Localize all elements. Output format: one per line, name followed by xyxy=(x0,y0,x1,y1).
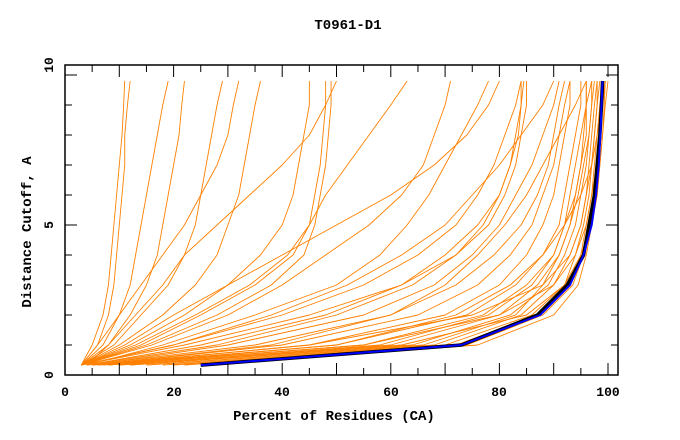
model-curve xyxy=(86,80,565,366)
x-tick-label: 0 xyxy=(61,385,69,400)
model-curve xyxy=(92,80,587,366)
curves-layer xyxy=(80,80,609,367)
model-curve xyxy=(97,81,582,366)
model-curve xyxy=(81,80,408,366)
model-curve xyxy=(173,80,604,366)
model-curve xyxy=(80,80,126,366)
x-tick-label: 40 xyxy=(274,385,290,400)
model-curve xyxy=(81,81,332,366)
model-curve xyxy=(130,80,609,366)
model-curve xyxy=(92,80,601,366)
model-curve xyxy=(81,80,451,366)
y-tick-label: 0 xyxy=(42,371,57,379)
x-tick-label: 80 xyxy=(491,385,507,400)
model-curve xyxy=(97,81,571,366)
x-axis-label: Percent of Residues (CA) xyxy=(233,409,435,425)
model-curve xyxy=(81,81,327,366)
model-curve xyxy=(81,80,500,366)
plot-frame xyxy=(64,64,619,376)
model-curve xyxy=(102,80,606,366)
x-tick-label: 60 xyxy=(383,385,399,400)
model-curve xyxy=(162,81,598,366)
chart-title: T0961-D1 xyxy=(314,18,381,34)
model-curve xyxy=(86,80,185,366)
highlight-curve xyxy=(200,80,604,367)
model-curve xyxy=(86,81,522,366)
ticks-layer xyxy=(65,65,618,375)
y-tick-label: 10 xyxy=(42,57,57,73)
model-curve xyxy=(80,80,131,366)
model-curve xyxy=(80,80,240,366)
model-curve xyxy=(86,80,489,366)
model-curve xyxy=(81,81,310,366)
y-tick-label: 5 xyxy=(42,221,57,229)
model-curve xyxy=(86,80,525,366)
model-curve xyxy=(81,80,522,366)
x-tick-label: 20 xyxy=(166,385,182,400)
model-curve xyxy=(200,80,606,366)
y-axis-label: Distance Cutoff, A xyxy=(20,156,36,308)
model-curve xyxy=(81,80,223,366)
reference-curve xyxy=(200,80,605,367)
model-curve xyxy=(81,81,527,366)
x-tick-label: 100 xyxy=(596,385,620,400)
model-curve xyxy=(92,80,560,366)
model-curve xyxy=(81,80,337,366)
model-curve xyxy=(80,80,169,366)
model-curve xyxy=(92,80,571,366)
model-curve xyxy=(81,80,555,366)
model-curve xyxy=(81,80,261,366)
